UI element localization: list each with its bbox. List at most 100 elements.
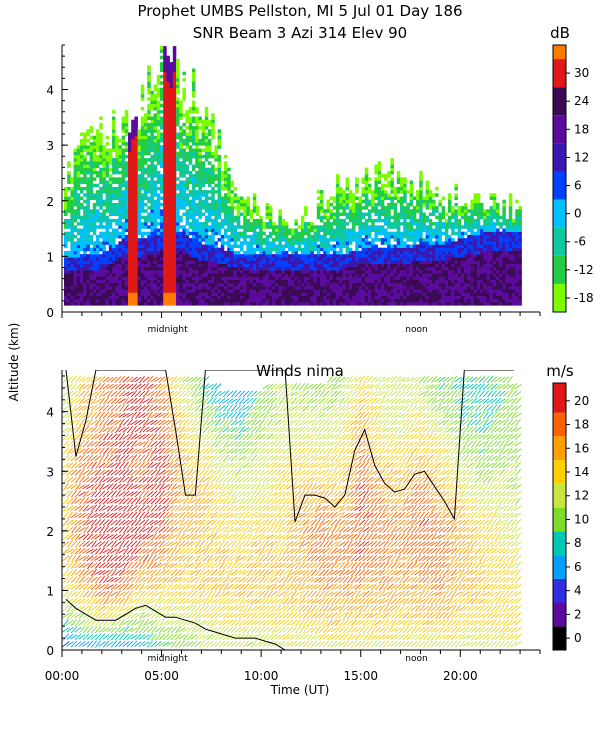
snr-cell xyxy=(281,254,286,258)
snr-cell xyxy=(134,238,138,242)
snr-cell xyxy=(92,164,97,168)
snr-cell xyxy=(227,282,231,287)
snr-cell xyxy=(406,228,410,232)
snr-cell xyxy=(137,190,142,194)
snr-cell xyxy=(156,199,161,204)
snr-cell xyxy=(198,164,202,168)
snr-cell xyxy=(233,273,238,277)
snr-cell xyxy=(275,302,279,306)
snr-cell xyxy=(166,174,170,178)
snr-cell xyxy=(102,231,106,236)
snr-cell xyxy=(387,238,391,242)
snr-cell xyxy=(249,247,254,252)
snr-cell xyxy=(188,254,193,258)
snr-cell xyxy=(112,212,116,216)
snr-cell xyxy=(115,228,119,232)
snr-cell xyxy=(121,231,126,236)
snr-cell xyxy=(377,276,382,280)
snr-cell xyxy=(204,228,209,232)
snr-cell xyxy=(163,215,167,220)
snr-cell xyxy=(371,286,375,290)
snr-cell xyxy=(172,183,177,188)
snr-cell xyxy=(124,116,129,120)
snr-cell xyxy=(435,215,439,220)
snr-cell xyxy=(153,167,158,172)
snr-cell xyxy=(67,270,71,274)
snr-cell xyxy=(364,167,369,172)
snr-cell xyxy=(166,55,170,60)
snr-cell xyxy=(278,212,282,216)
snr-cell xyxy=(432,263,436,268)
snr-cell xyxy=(396,260,401,264)
snr-cell xyxy=(96,289,100,293)
snr-cell xyxy=(147,103,151,108)
snr-cell xyxy=(163,87,167,92)
snr-cell xyxy=(432,292,436,296)
snr-cell xyxy=(384,247,388,252)
snr-cell xyxy=(275,279,279,284)
snr-cell xyxy=(86,151,90,156)
snr-cell xyxy=(211,174,215,178)
snr-cell xyxy=(70,286,74,290)
snr-cell xyxy=(224,279,228,284)
snr-cell xyxy=(192,295,196,300)
snr-cell xyxy=(172,302,177,306)
snr-cell xyxy=(150,270,154,274)
snr-cell xyxy=(169,263,174,268)
snr-cell xyxy=(227,199,231,204)
snr-cell xyxy=(112,135,116,140)
snr-cell xyxy=(220,260,225,264)
snr-cell xyxy=(281,225,286,229)
snr-cell xyxy=(195,244,199,248)
snr-cell xyxy=(166,65,170,69)
snr-cell xyxy=(380,273,385,277)
snr-cell xyxy=(265,241,270,245)
snr-cell xyxy=(256,238,260,242)
snr-cell xyxy=(422,244,426,248)
snr-cell xyxy=(323,266,327,271)
snr-cell xyxy=(172,135,177,140)
snr-cell xyxy=(342,270,346,274)
snr-cell xyxy=(252,238,257,242)
snr-cell xyxy=(137,215,142,220)
snr-cell xyxy=(345,295,350,300)
snr-cell xyxy=(166,68,170,72)
snr-cell xyxy=(380,295,385,300)
snr-cell xyxy=(409,202,414,207)
snr-cell xyxy=(294,231,298,236)
snr-cell xyxy=(89,282,94,287)
snr-cell xyxy=(64,263,68,268)
snr-cell xyxy=(297,286,302,290)
snr-cell xyxy=(214,218,218,223)
snr-cell xyxy=(144,113,148,117)
snr-cell xyxy=(166,106,170,111)
snr-cell xyxy=(80,282,84,287)
snr-cell xyxy=(323,247,327,252)
snr-cell xyxy=(384,286,388,290)
snr-cell xyxy=(412,209,417,213)
snr-cell xyxy=(236,270,241,274)
snr-cell xyxy=(236,244,241,248)
snr-cell xyxy=(166,199,170,204)
snr-cell xyxy=(115,177,119,181)
snr-cell xyxy=(377,279,382,284)
snr-cell xyxy=(67,174,71,178)
snr-cell xyxy=(76,148,81,152)
snr-cell xyxy=(214,292,218,296)
snr-cell xyxy=(86,212,90,216)
snr-cell xyxy=(268,206,273,210)
snr-cell xyxy=(163,177,167,181)
snr-cell xyxy=(409,186,414,191)
snr-cell xyxy=(108,193,113,197)
snr-cell xyxy=(134,209,138,213)
snr-cell xyxy=(214,257,218,261)
snr-cell xyxy=(220,186,225,191)
snr-cell xyxy=(329,263,334,268)
snr-cell xyxy=(179,282,183,287)
snr-cell xyxy=(377,218,382,223)
snr-cell xyxy=(435,282,439,287)
snr-cell xyxy=(387,202,391,207)
snr-cell xyxy=(201,225,206,229)
snr-cell xyxy=(393,190,398,194)
snr-cell xyxy=(262,295,266,300)
